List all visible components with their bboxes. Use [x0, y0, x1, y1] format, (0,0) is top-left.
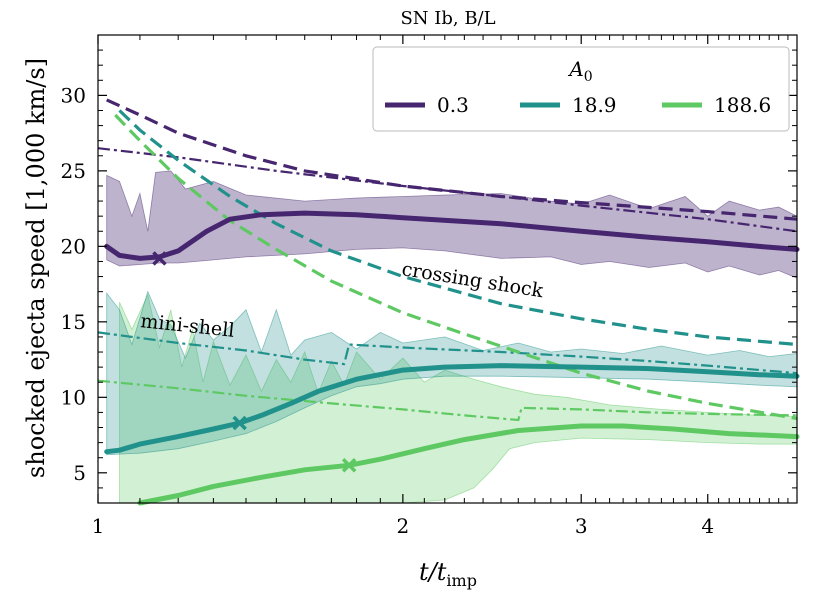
x-tick-label: 1	[92, 514, 105, 538]
x-tick-label: 2	[397, 514, 410, 538]
y-tick-label: 10	[61, 385, 86, 409]
solid-line-188_6	[137, 423, 800, 506]
dashed-line-18_9	[118, 109, 798, 347]
x-axis-label-main: t/t	[419, 558, 447, 586]
dashed-lines	[106, 98, 798, 421]
solid-line-0_3	[104, 210, 800, 261]
markers	[152, 251, 357, 473]
y-tick-label: 15	[61, 310, 86, 334]
marker-0_3	[152, 251, 167, 266]
dashed-line-0_3	[106, 98, 798, 221]
solid-line-18_9	[104, 363, 800, 455]
x-axis-label-sub: imp	[446, 571, 477, 590]
band-188_6	[119, 293, 798, 504]
band-0_3	[106, 170, 798, 279]
x-axis-label: t/timp	[419, 558, 477, 590]
legend-title: A0	[567, 57, 592, 85]
legend-title-main: A	[567, 57, 583, 81]
axis-ticks: 5 10 15 20 25 30 1 2 3 4	[61, 34, 797, 538]
legend-label-188_6: 188.6	[714, 93, 771, 117]
legend-entries: 0.3 18.9 188.6	[385, 93, 771, 117]
legend-title-sub: 0	[584, 69, 593, 85]
y-tick-label: 20	[61, 234, 86, 258]
marker-18_9	[232, 415, 247, 431]
x-tick-label: 4	[701, 514, 714, 538]
x-tick-label: 3	[575, 514, 588, 538]
y-axis-label: shocked ejecta speed [1,000 km/s]	[22, 58, 50, 478]
legend: A0 0.3 18.9 188.6	[372, 46, 790, 132]
dashdot-line-188_6	[97, 379, 798, 422]
legend-box	[372, 46, 790, 132]
chart-title: SN Ib, B/L	[400, 8, 495, 29]
marker-188_6	[341, 458, 357, 473]
dashdot-line-18_9	[97, 331, 798, 375]
y-tick-label: 5	[73, 461, 86, 485]
y-tick-label: 30	[61, 83, 86, 107]
solid-lines	[104, 210, 800, 506]
legend-label-0_3: 0.3	[437, 93, 469, 117]
band-18_9	[106, 290, 798, 456]
plot-frame	[97, 34, 798, 504]
dashed-line-188_6	[114, 113, 798, 421]
y-tick-label: 25	[61, 159, 86, 183]
legend-label-18_9: 18.9	[572, 93, 617, 117]
